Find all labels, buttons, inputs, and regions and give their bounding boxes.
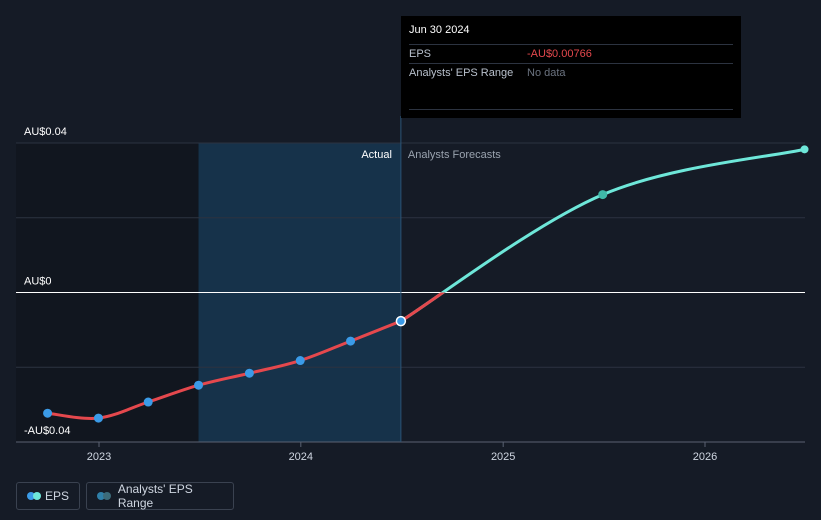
forecast-point[interactable] xyxy=(598,190,608,200)
y-tick-label: AU$0.04 xyxy=(24,126,67,138)
x-tick-label: 2024 xyxy=(289,451,313,463)
eps-point[interactable] xyxy=(346,336,356,346)
y-tick-label: -AU$0.04 xyxy=(24,425,70,437)
eps-point[interactable] xyxy=(194,380,204,390)
x-axis-labels: 2023 2024 2025 2026 xyxy=(87,442,717,463)
x-tick-label: 2026 xyxy=(693,451,717,463)
tooltip-date: Jun 30 2024 xyxy=(409,24,470,36)
y-tick-label: AU$0 xyxy=(24,276,52,288)
gridlines xyxy=(16,142,805,443)
tooltip-range-row: Analysts' EPS Range No data xyxy=(409,63,733,82)
legend-eps-button[interactable]: EPS xyxy=(16,482,80,510)
tooltip-range-value: No data xyxy=(527,67,566,79)
eps-point[interactable] xyxy=(244,368,254,378)
legend-eps-label: EPS xyxy=(44,489,69,503)
forecast-negative-segment xyxy=(400,292,446,323)
tooltip-eps-label: EPS xyxy=(409,48,432,60)
eps-point[interactable] xyxy=(143,397,153,407)
tooltip: Jun 30 2024 EPS -AU$0.00766 Analysts' EP… xyxy=(401,16,741,118)
tooltip-eps-value: -AU$0.00766 xyxy=(527,48,592,60)
eps-point[interactable] xyxy=(295,356,305,366)
eps-point[interactable] xyxy=(93,413,103,423)
forecast-end-point[interactable] xyxy=(800,145,809,154)
eps-series xyxy=(43,145,809,423)
x-tick-label: 2023 xyxy=(87,451,111,463)
legend-range-button[interactable]: Analysts' EPS Range xyxy=(86,482,234,510)
tooltip-range-label: Analysts' EPS Range xyxy=(409,67,514,79)
x-tick-label: 2025 xyxy=(491,451,515,463)
legend-range-label: Analysts' EPS Range xyxy=(117,482,193,510)
eps-legend-icon xyxy=(27,491,41,501)
eps-point[interactable] xyxy=(43,408,53,418)
range-legend-icon xyxy=(97,491,112,501)
forecast-line xyxy=(400,147,805,323)
tooltip-eps-row: EPS -AU$0.00766 xyxy=(409,44,733,63)
selected-point[interactable] xyxy=(395,315,407,327)
tooltip-footer-line xyxy=(409,109,733,110)
forecast-label: Analysts Forecasts xyxy=(408,149,501,161)
y-axis-labels: AU$0.04 AU$0 -AU$0.04 xyxy=(24,126,70,437)
actual-label: Actual xyxy=(361,149,392,161)
